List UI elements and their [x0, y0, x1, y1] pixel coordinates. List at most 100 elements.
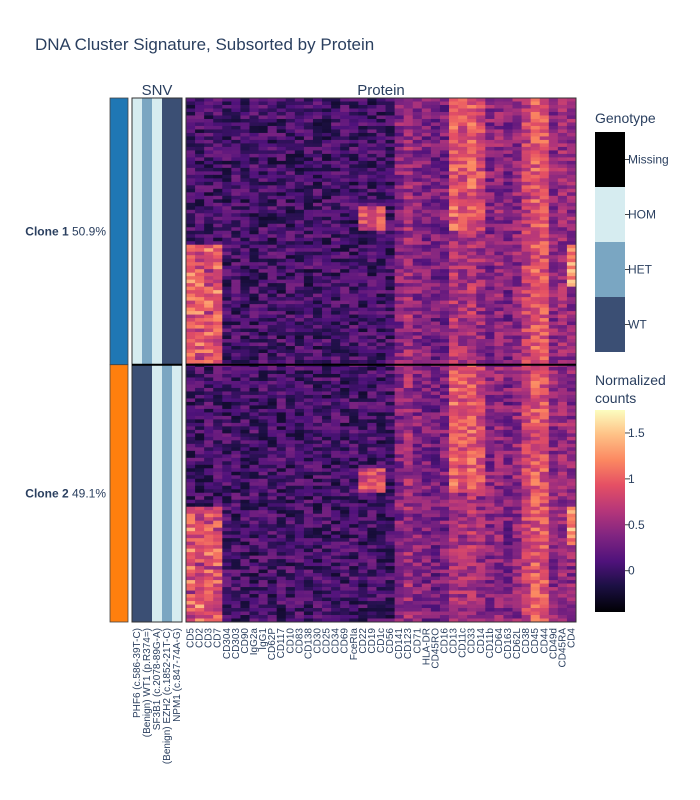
protein-cell — [412, 237, 423, 242]
protein-cell — [548, 192, 559, 197]
protein-cell — [267, 153, 278, 158]
protein-cell — [449, 377, 459, 382]
protein-cell — [303, 419, 314, 424]
cluster-label: Clone 1 50.9% — [25, 224, 106, 238]
protein-cell — [195, 349, 205, 354]
protein-cell — [222, 496, 232, 501]
protein-cell — [285, 115, 296, 120]
protein-cell — [367, 321, 377, 326]
protein-cell — [394, 262, 405, 267]
protein-cell — [349, 377, 359, 382]
protein-cell — [430, 98, 441, 102]
protein-cell — [222, 405, 232, 410]
protein-cell — [358, 178, 368, 183]
protein-cell — [358, 496, 368, 501]
protein-cell — [530, 279, 541, 284]
protein-cell — [476, 118, 486, 123]
protein-cell — [548, 443, 559, 448]
protein-cell — [258, 227, 269, 232]
protein-cell — [340, 213, 350, 218]
protein-cell — [367, 384, 377, 389]
protein-cell — [349, 129, 359, 134]
cluster-name: Clone 1 — [25, 224, 69, 238]
protein-cell — [222, 422, 232, 427]
protein-cell — [458, 366, 468, 371]
protein-cell — [512, 492, 522, 497]
protein-cell — [276, 356, 287, 361]
protein-cell — [276, 146, 287, 151]
protein-cell — [539, 234, 550, 239]
protein-cell — [358, 171, 368, 176]
protein-cell — [430, 332, 441, 336]
protein-cell — [539, 342, 550, 347]
protein-cell — [412, 279, 423, 284]
protein-cell — [439, 440, 450, 445]
protein-cell — [186, 398, 196, 403]
protein-cell — [258, 178, 269, 183]
protein-cell — [222, 328, 232, 333]
protein-cell — [367, 115, 377, 120]
protein-cell — [195, 440, 205, 445]
protein-cell — [340, 401, 350, 406]
protein-cell — [385, 353, 396, 357]
protein-cell — [331, 426, 341, 431]
protein-cell — [512, 230, 522, 235]
protein-cell — [503, 146, 513, 151]
protein-cell — [222, 391, 232, 396]
protein-cell — [195, 377, 205, 382]
protein-cell — [195, 129, 205, 134]
protein-cell — [412, 111, 423, 116]
protein-cell — [312, 436, 323, 441]
protein-cell — [449, 213, 459, 218]
protein-cell — [494, 328, 504, 333]
protein-cell — [267, 206, 278, 211]
protein-cell — [394, 496, 405, 501]
protein-cell — [312, 213, 323, 218]
protein-cell — [222, 471, 232, 476]
protein-cell — [358, 220, 368, 225]
protein-cell — [458, 104, 468, 109]
protein-cell — [548, 325, 559, 329]
protein-cell — [449, 174, 459, 179]
protein-cell — [303, 457, 314, 462]
protein-cell — [394, 332, 405, 336]
protein-cell — [204, 415, 214, 420]
protein-cell — [322, 443, 332, 448]
protein-cell — [213, 262, 223, 267]
protein-cell — [186, 321, 196, 326]
protein-cell — [566, 373, 577, 378]
protein-cell — [367, 415, 377, 420]
protein-cell — [530, 419, 541, 424]
protein-cell — [421, 478, 432, 483]
protein-cell — [521, 132, 532, 137]
protein-cell — [231, 132, 241, 137]
protein-cell — [303, 342, 314, 347]
protein-cell — [349, 111, 359, 116]
protein-cell — [312, 346, 323, 350]
protein-cell — [322, 220, 332, 225]
protein-cell — [439, 415, 450, 420]
protein-cell — [439, 297, 450, 302]
protein-cell — [403, 471, 414, 476]
protein-cell — [340, 125, 350, 130]
protein-cell — [485, 339, 495, 343]
protein-cell — [322, 457, 332, 462]
protein-cell — [485, 108, 495, 113]
protein-cell — [521, 492, 532, 497]
protein-cell — [294, 192, 305, 197]
protein-cell — [394, 230, 405, 235]
protein-cell — [340, 150, 350, 155]
protein-cell — [294, 262, 305, 267]
protein-cell — [412, 356, 423, 361]
protein-cell — [494, 304, 504, 308]
protein-cell — [539, 328, 550, 333]
protein-cell — [340, 360, 350, 364]
protein-cell — [312, 293, 323, 298]
protein-cell — [494, 143, 504, 148]
protein-cell — [258, 478, 269, 483]
protein-cell — [421, 485, 432, 490]
protein-cell — [521, 160, 532, 165]
protein-cell — [285, 415, 296, 420]
protein-cell — [331, 167, 341, 172]
protein-cell — [204, 104, 214, 109]
